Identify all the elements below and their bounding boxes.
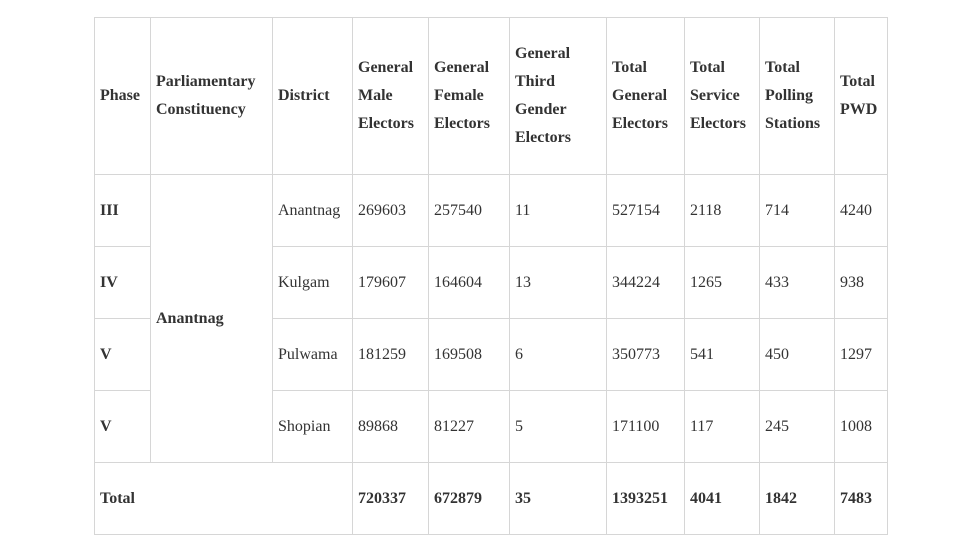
pwd-cell: 4240 — [834, 174, 888, 247]
header-male: General Male Electors — [352, 17, 429, 175]
phase-cell: V — [94, 318, 151, 391]
pwd-cell: 1008 — [834, 390, 888, 463]
total-service-cell: 2118 — [684, 174, 760, 247]
total-service-cell: 117 — [684, 390, 760, 463]
district-cell: Pulwama — [272, 318, 353, 391]
female-cell: 81227 — [428, 390, 510, 463]
third-gender-cell: 5 — [509, 390, 607, 463]
polling-stations-cell: 714 — [759, 174, 835, 247]
total-service-cell: 541 — [684, 318, 760, 391]
header-phase: Phase — [94, 17, 151, 175]
total-label: Total — [94, 462, 353, 535]
total-pwd-cell: 7483 — [834, 462, 888, 535]
male-cell: 269603 — [352, 174, 429, 247]
table-row: IV Kulgam 179607 164604 13 344224 1265 4… — [94, 246, 888, 319]
pwd-cell: 1297 — [834, 318, 888, 391]
phase-cell: III — [94, 174, 151, 247]
pwd-cell: 938 — [834, 246, 888, 319]
table-row: V Pulwama 181259 169508 6 350773 541 450… — [94, 318, 888, 391]
total-service-cell: 4041 — [684, 462, 760, 535]
total-general-cell: 171100 — [606, 390, 685, 463]
table-row: III Anantnag Anantnag 269603 257540 11 5… — [94, 174, 888, 463]
total-general-cell: 527154 — [606, 174, 685, 247]
third-gender-cell: 11 — [509, 174, 607, 247]
polling-stations-cell: 433 — [759, 246, 835, 319]
total-female-cell: 672879 — [428, 462, 510, 535]
electors-table: Phase Parliamentary Constituency Distric… — [94, 17, 888, 535]
total-general-cell: 344224 — [606, 246, 685, 319]
female-cell: 169508 — [428, 318, 510, 391]
female-cell: 257540 — [428, 174, 510, 247]
phase-cell: V — [94, 390, 151, 463]
header-female: General Female Electors — [428, 17, 510, 175]
male-cell: 181259 — [352, 318, 429, 391]
third-gender-cell: 6 — [509, 318, 607, 391]
district-cell: Anantnag — [272, 174, 353, 247]
male-cell: 89868 — [352, 390, 429, 463]
total-third-gender-cell: 35 — [509, 462, 607, 535]
header-total-general: Total General Electors — [606, 17, 685, 175]
header-pwd: Total PWD — [834, 17, 888, 175]
constituency-cell: Anantnag — [150, 174, 273, 463]
third-gender-cell: 13 — [509, 246, 607, 319]
header-district: District — [272, 17, 353, 175]
header-row: Phase Parliamentary Constituency Distric… — [94, 17, 888, 175]
total-general-cell: 1393251 — [606, 462, 685, 535]
total-row: Total 720337 672879 35 1393251 4041 1842… — [94, 462, 888, 535]
polling-stations-cell: 450 — [759, 318, 835, 391]
total-polling-cell: 1842 — [759, 462, 835, 535]
total-male-cell: 720337 — [352, 462, 429, 535]
header-constituency: Parliamentary Constituency — [150, 17, 273, 175]
polling-stations-cell: 245 — [759, 390, 835, 463]
district-cell: Shopian — [272, 390, 353, 463]
header-polling-stations: Total Polling Stations — [759, 17, 835, 175]
male-cell: 179607 — [352, 246, 429, 319]
female-cell: 164604 — [428, 246, 510, 319]
total-general-cell: 350773 — [606, 318, 685, 391]
district-cell: Kulgam — [272, 246, 353, 319]
table-row: V Shopian 89868 81227 5 171100 117 245 1… — [94, 390, 888, 463]
header-total-service: Total Service Electors — [684, 17, 760, 175]
total-service-cell: 1265 — [684, 246, 760, 319]
header-third-gender: General Third Gender Electors — [509, 17, 607, 175]
phase-cell: IV — [94, 246, 151, 319]
